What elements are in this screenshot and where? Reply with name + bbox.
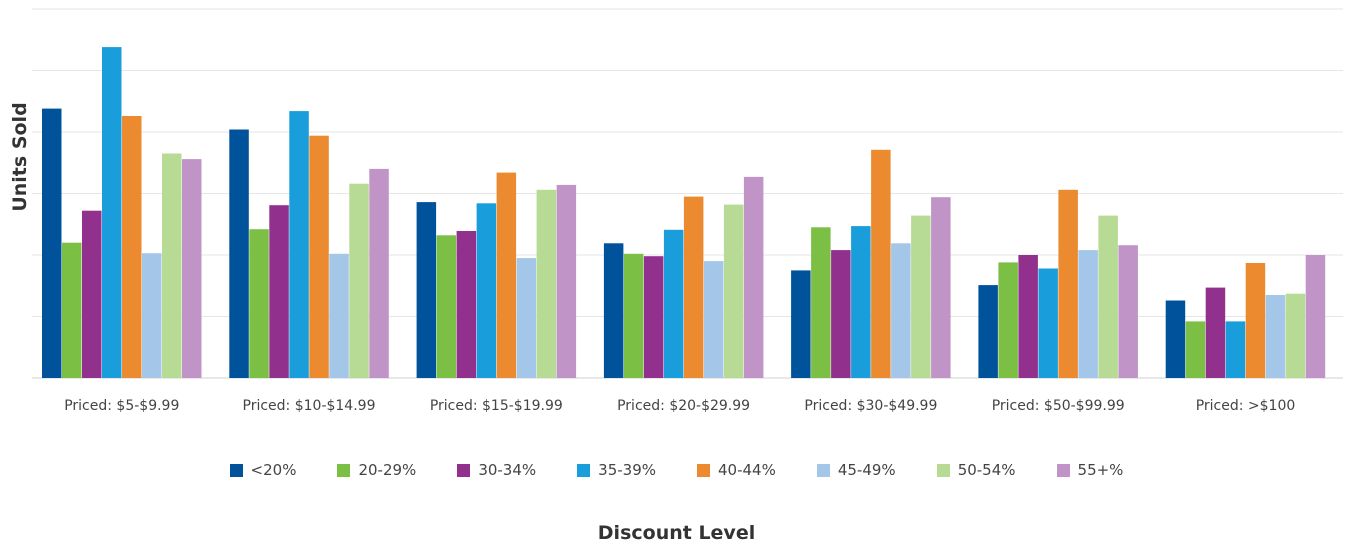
legend-swatch [816, 463, 830, 477]
legend-swatch [457, 463, 471, 477]
bar[interactable] [791, 270, 811, 378]
bar[interactable] [142, 253, 162, 378]
bar[interactable] [369, 168, 389, 378]
legend-label: 50-54% [957, 461, 1016, 479]
bar[interactable] [1245, 263, 1266, 378]
bar[interactable] [891, 243, 911, 378]
legend-swatch [229, 463, 243, 477]
legend: <20% 20-29% 30-34% 35-39% 40-44% 45-49% 50-54%… [0, 458, 1353, 482]
bar[interactable] [1098, 215, 1118, 378]
bar[interactable] [931, 197, 951, 378]
bar[interactable] [603, 243, 624, 378]
legend-item[interactable]: <20% [229, 461, 297, 479]
legend-item[interactable]: 55+% [1056, 461, 1124, 479]
bar[interactable] [309, 135, 329, 378]
legend-swatch [936, 463, 950, 477]
x-axis-label: Discount Level [597, 522, 756, 544]
bar[interactable] [1018, 255, 1038, 378]
bar[interactable] [1078, 250, 1098, 378]
bar-chart: Priced: $5-$9.99 Priced: $10-$14.99 Priced… [9, 8, 1343, 414]
legend-label: 40-44% [718, 461, 776, 479]
bar[interactable] [102, 47, 122, 378]
bar[interactable] [1038, 268, 1058, 379]
bar[interactable] [1285, 293, 1306, 378]
bar[interactable] [911, 215, 931, 378]
bar[interactable] [249, 229, 269, 378]
bar[interactable] [1265, 295, 1286, 378]
bar[interactable] [851, 226, 871, 378]
bar[interactable] [42, 108, 62, 378]
bar[interactable] [723, 204, 744, 378]
legend-label: 55+% [1077, 461, 1124, 479]
x-tick-label: Priced: $15-$19.99 [430, 398, 563, 414]
bar[interactable] [831, 250, 851, 378]
bar[interactable] [416, 202, 437, 378]
bar[interactable] [182, 159, 202, 378]
legend-label: 35-39% [598, 461, 656, 479]
bars [42, 47, 1326, 379]
bar[interactable] [289, 111, 309, 378]
legend-swatch [337, 463, 351, 477]
legend-swatch [577, 463, 591, 477]
bar[interactable] [1165, 300, 1186, 379]
bar[interactable] [269, 205, 289, 378]
bar[interactable] [122, 116, 142, 378]
bar[interactable] [623, 253, 644, 378]
bar[interactable] [1205, 287, 1226, 378]
legend-label: 30-34% [478, 461, 537, 479]
bar[interactable] [998, 262, 1018, 378]
bar[interactable] [436, 235, 457, 378]
legend-swatch [1056, 463, 1070, 477]
legend-item[interactable]: 35-39% [577, 461, 656, 479]
bar[interactable] [229, 129, 249, 379]
x-tick-label: Priced: $10-$14.99 [243, 398, 376, 414]
bar[interactable] [456, 231, 477, 378]
legend-label: <20% [250, 461, 297, 479]
legend-item[interactable]: 20-29% [337, 461, 416, 479]
bar[interactable] [476, 203, 497, 378]
bar[interactable] [1225, 321, 1246, 378]
x-tick-label: Priced: $50-$99.99 [992, 398, 1125, 414]
bar[interactable] [643, 256, 664, 378]
bar[interactable] [743, 176, 764, 378]
bar[interactable] [663, 229, 684, 378]
bar[interactable] [349, 183, 369, 378]
bar[interactable] [683, 196, 704, 378]
bar[interactable] [536, 189, 557, 378]
bar[interactable] [703, 261, 724, 378]
x-tick-labels: Priced: $5-$9.99 Priced: $10-$14.99 Priced… [64, 398, 1295, 414]
x-tick-label: Priced: >$100 [1196, 398, 1296, 414]
x-tick-label: Priced: $5-$9.99 [64, 398, 179, 414]
legend-item[interactable]: 50-54% [936, 461, 1016, 479]
y-axis-label: Units Sold [9, 102, 31, 211]
bar[interactable] [82, 210, 102, 378]
bar[interactable] [556, 184, 577, 378]
bar[interactable] [978, 285, 998, 378]
x-tick-label: Priced: $20-$29.99 [617, 398, 750, 414]
bar[interactable] [162, 153, 182, 379]
bar[interactable] [811, 227, 831, 378]
bar[interactable] [516, 258, 537, 378]
bar[interactable] [62, 242, 82, 378]
bar[interactable] [1185, 321, 1206, 378]
bar[interactable] [496, 172, 517, 378]
legend-label: 45-49% [837, 461, 896, 479]
x-tick-label: Priced: $30-$49.99 [804, 398, 937, 414]
legend-item[interactable]: 30-34% [457, 461, 536, 479]
legend-item[interactable]: 45-49% [816, 461, 896, 479]
bar[interactable] [1058, 189, 1078, 378]
legend-item[interactable]: 40-44% [697, 461, 776, 479]
bar[interactable] [1118, 245, 1138, 378]
legend-swatch [697, 463, 710, 477]
bar[interactable] [329, 253, 349, 378]
bar[interactable] [1305, 255, 1326, 378]
legend-label: 20-29% [358, 461, 417, 479]
bar[interactable] [871, 149, 891, 378]
